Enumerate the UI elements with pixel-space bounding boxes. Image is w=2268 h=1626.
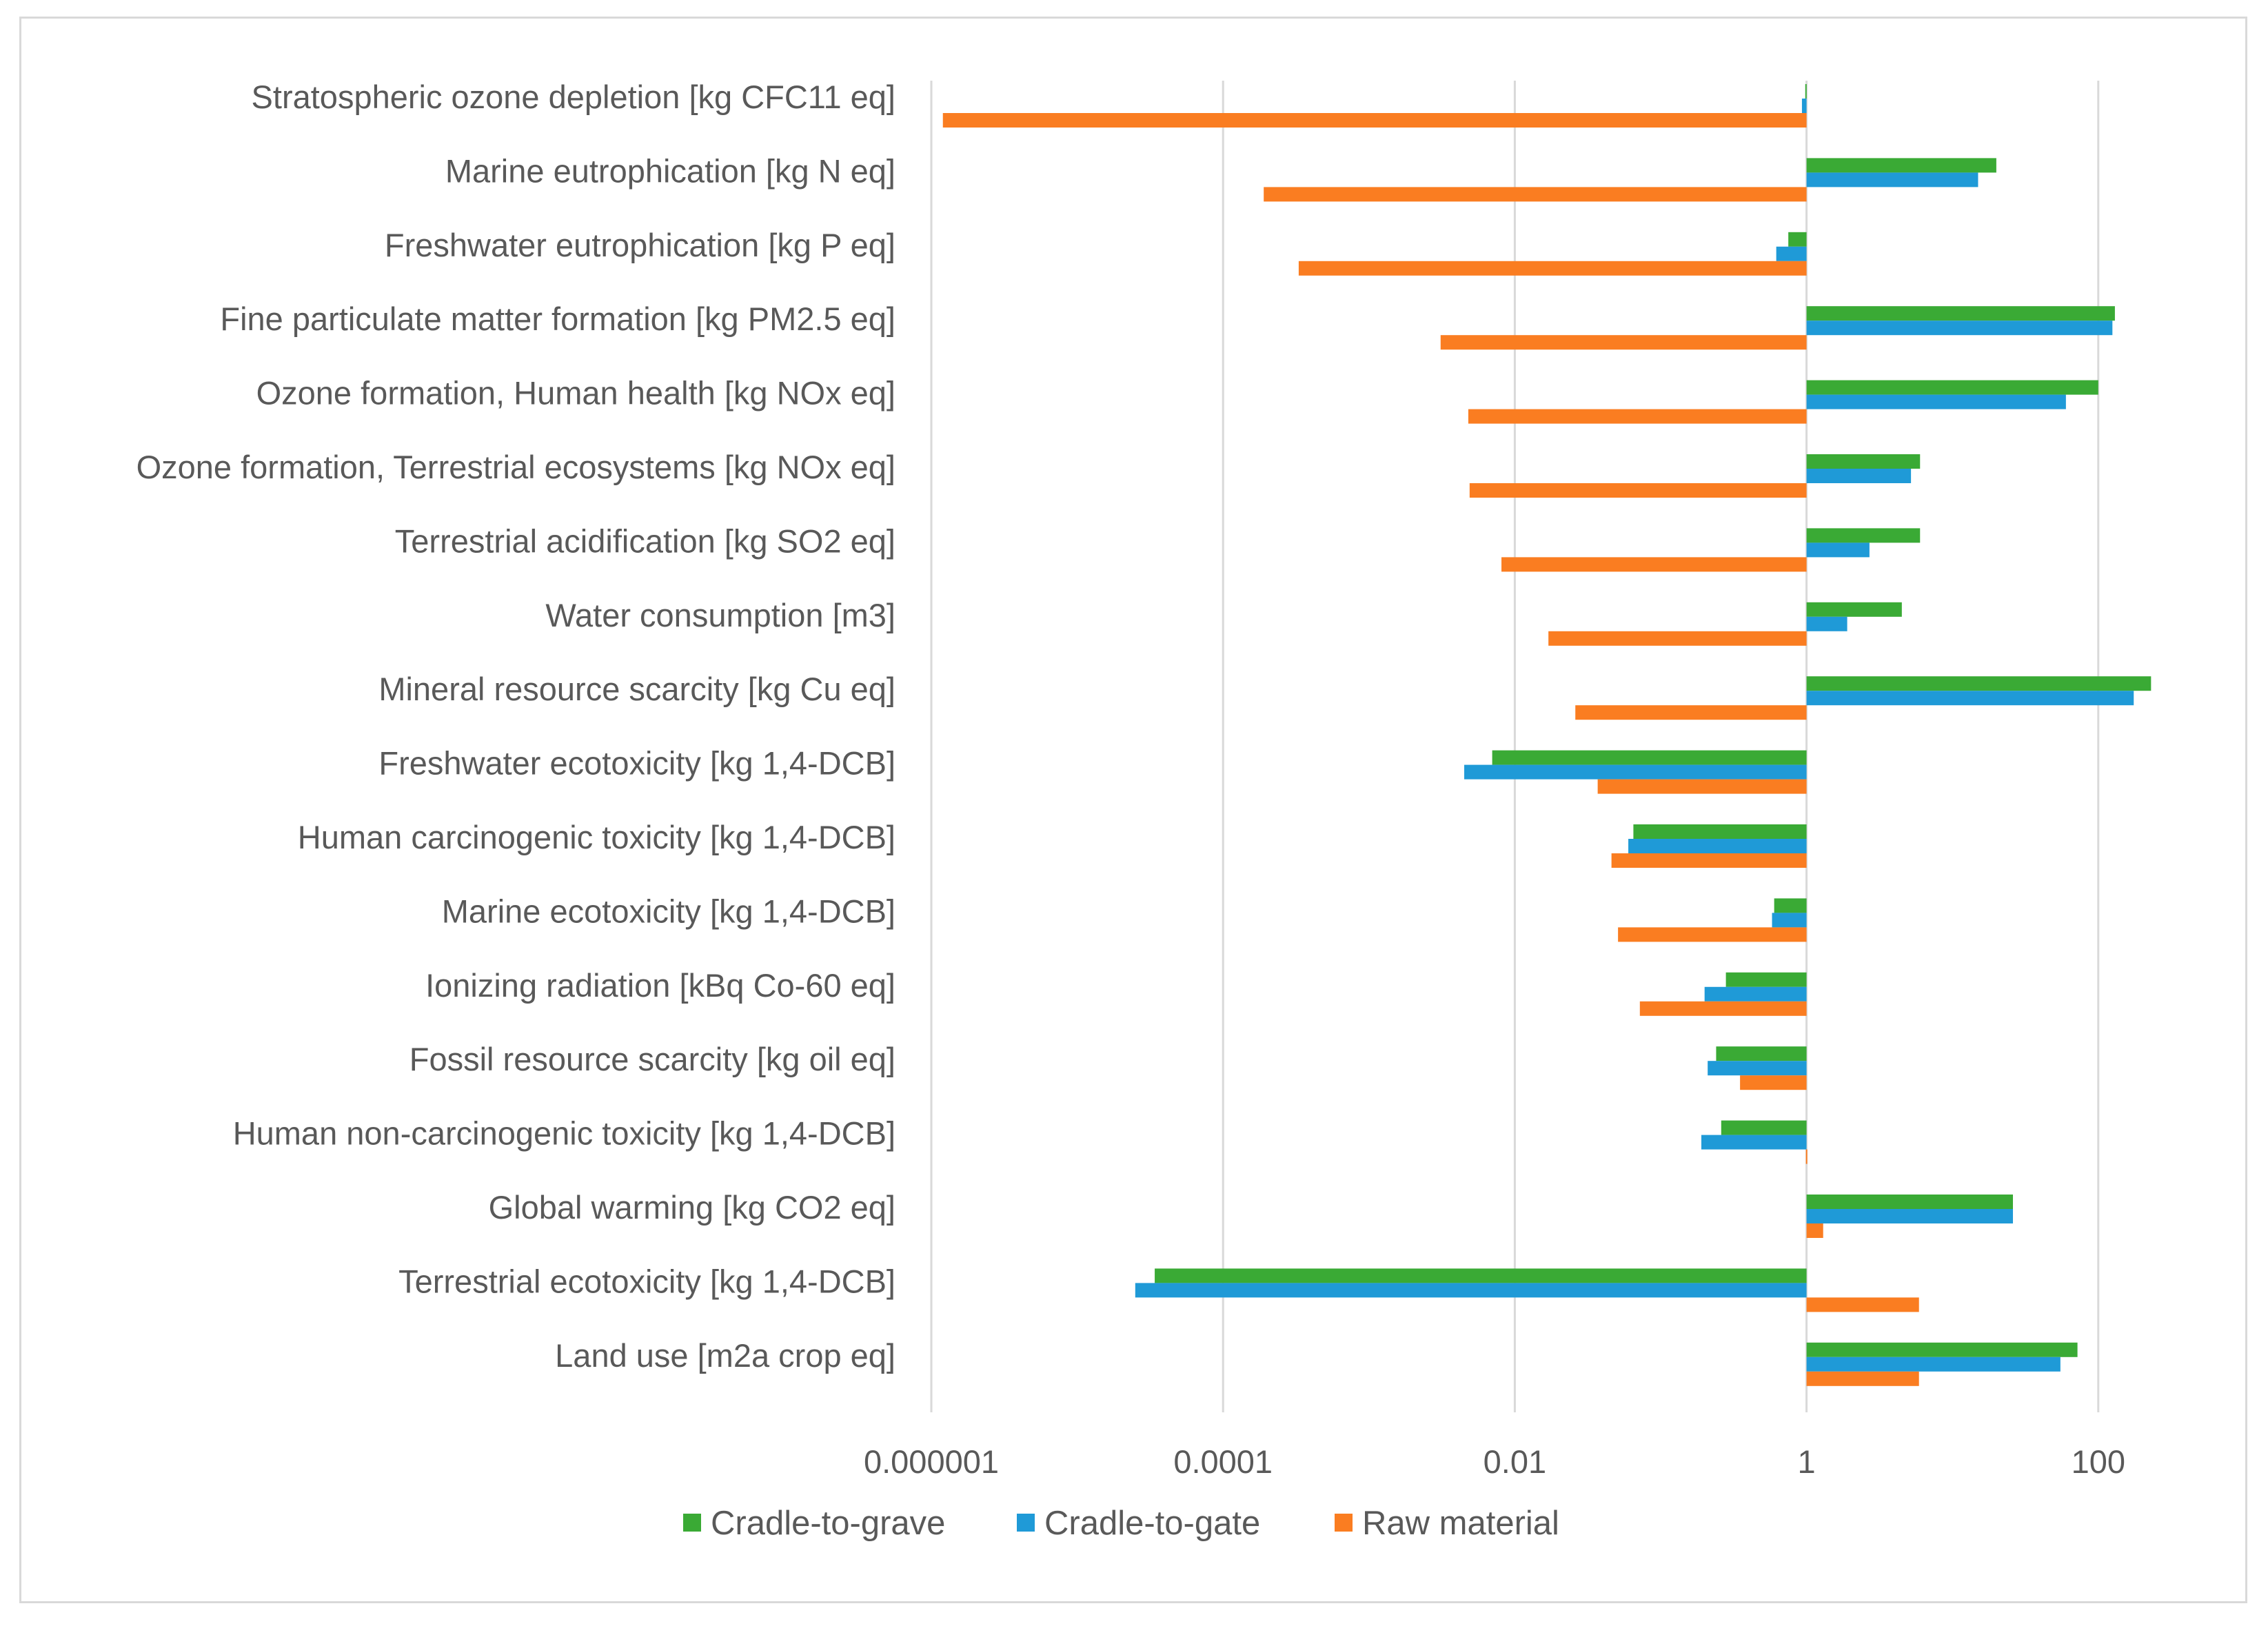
bar-cradle-to-gate bbox=[1806, 1209, 2014, 1223]
bar-cradle-to-gate bbox=[1701, 1135, 1807, 1150]
bar-cradle-to-grave bbox=[1633, 824, 1807, 839]
legend-label: Cradle-to-grave bbox=[711, 1505, 945, 1542]
category-label: Marine eutrophication [kg N eq] bbox=[445, 152, 895, 189]
legend-swatch bbox=[683, 1514, 701, 1532]
legend-swatch bbox=[1335, 1514, 1353, 1532]
bar-cradle-to-grave bbox=[1806, 454, 1921, 469]
category-label: Freshwater ecotoxicity [kg 1,4-DCB] bbox=[378, 745, 895, 782]
bar-raw-material bbox=[1611, 853, 1807, 868]
bar-raw-material bbox=[1575, 705, 1807, 720]
bar-cradle-to-gate bbox=[1806, 1356, 2061, 1372]
category-label: Terrestrial acidification [kg SO2 eq] bbox=[395, 522, 895, 559]
bar-cradle-to-grave bbox=[1716, 1046, 1807, 1061]
bar-raw-material bbox=[1618, 927, 1807, 942]
bar-cradle-to-grave bbox=[1806, 602, 1902, 617]
bar-cradle-to-grave bbox=[1806, 1195, 2014, 1209]
bar-raw-material bbox=[942, 113, 1807, 128]
legend-label: Raw material bbox=[1362, 1505, 1559, 1542]
x-axis-tick-labels: 0.000001 0.0001 0.01 1 100 bbox=[864, 1443, 2125, 1480]
bar-cradle-to-gate bbox=[1806, 542, 1870, 558]
bar-raw-material bbox=[1806, 1223, 1823, 1238]
bar-cradle-to-grave bbox=[1806, 676, 2151, 691]
bar-cradle-to-gate bbox=[1772, 913, 1807, 928]
bar-raw-material bbox=[1597, 779, 1807, 794]
bar-cradle-to-gate bbox=[1806, 321, 2113, 336]
category-label: Fossil resource scarcity [kg oil eq] bbox=[409, 1041, 895, 1077]
x-tick-label: 0.01 bbox=[1484, 1443, 1546, 1480]
category-label: Stratospheric ozone depletion [kg CFC11 … bbox=[252, 79, 895, 115]
category-label: Global warming [kg CO2 eq] bbox=[489, 1189, 895, 1226]
legend-label: Cradle-to-gate bbox=[1044, 1505, 1260, 1542]
category-label: Water consumption [m3] bbox=[545, 597, 895, 633]
category-label: Ozone formation, Human health [kg NOx eq… bbox=[256, 375, 895, 411]
bar-cradle-to-grave bbox=[1155, 1268, 1807, 1283]
bars bbox=[942, 84, 2151, 1386]
legend: Cradle-to-grave Cradle-to-gate Raw materia… bbox=[683, 1505, 1559, 1542]
legend-swatch bbox=[1017, 1514, 1035, 1532]
bar-raw-material bbox=[1468, 409, 1807, 424]
grid-lines bbox=[930, 81, 2100, 1412]
bar-raw-material bbox=[1639, 1001, 1807, 1016]
bar-cradle-to-grave bbox=[1725, 972, 1807, 987]
category-label: Human carcinogenic toxicity [kg 1,4-DCB] bbox=[298, 819, 895, 855]
category-label: Land use [m2a crop eq] bbox=[555, 1337, 895, 1374]
bar-raw-material bbox=[1264, 187, 1807, 202]
chart-frame: Stratospheric ozone depletion [kg CFC11 … bbox=[19, 17, 2247, 1603]
category-labels: Stratospheric ozone depletion [kg CFC11 … bbox=[136, 79, 895, 1374]
category-label: Freshwater eutrophication [kg P eq] bbox=[385, 227, 895, 263]
bar-cradle-to-gate bbox=[1704, 986, 1807, 1002]
bar-cradle-to-grave bbox=[1806, 380, 2098, 395]
bar-cradle-to-grave bbox=[1721, 1120, 1807, 1135]
category-label: Marine ecotoxicity [kg 1,4-DCB] bbox=[442, 893, 895, 929]
bar-raw-material bbox=[1806, 1297, 1919, 1312]
bar-raw-material bbox=[1469, 483, 1807, 498]
category-label: Fine particulate matter formation [kg PM… bbox=[220, 301, 895, 337]
x-tick-label: 0.000001 bbox=[864, 1443, 999, 1480]
bar-cradle-to-grave bbox=[1788, 232, 1807, 247]
bar-raw-material bbox=[1501, 557, 1807, 572]
bar-cradle-to-grave bbox=[1774, 898, 1807, 913]
bar-raw-material bbox=[1440, 335, 1807, 350]
x-tick-label: 100 bbox=[2072, 1443, 2125, 1480]
bar-cradle-to-gate bbox=[1628, 839, 1807, 853]
category-label: Ozone formation, Terrestrial ecosystems … bbox=[136, 449, 895, 485]
category-label: Terrestrial ecotoxicity [kg 1,4-DCB] bbox=[398, 1263, 895, 1299]
bar-cradle-to-grave bbox=[1806, 528, 1921, 543]
bar-raw-material bbox=[1298, 261, 1807, 276]
x-tick-label: 0.0001 bbox=[1173, 1443, 1273, 1480]
bar-cradle-to-gate bbox=[1135, 1283, 1807, 1298]
bar-cradle-to-gate bbox=[1806, 394, 2066, 409]
bar-raw-material bbox=[1548, 631, 1807, 646]
bar-raw-material bbox=[1806, 1371, 1919, 1386]
category-label: Ionizing radiation [kBq Co-60 eq] bbox=[425, 967, 895, 1004]
bar-cradle-to-gate bbox=[1806, 616, 1847, 631]
bar-raw-material bbox=[1805, 1149, 1808, 1164]
bar-raw-material bbox=[1740, 1075, 1807, 1090]
category-label: Human non-carcinogenic toxicity [kg 1,4-… bbox=[233, 1115, 895, 1152]
bar-cradle-to-grave bbox=[1806, 158, 1996, 173]
bar-cradle-to-gate bbox=[1776, 246, 1807, 261]
category-label: Mineral resource scarcity [kg Cu eq] bbox=[378, 671, 895, 707]
bar-cradle-to-gate bbox=[1464, 764, 1807, 780]
bar-cradle-to-grave bbox=[1805, 84, 1807, 99]
bar-cradle-to-grave bbox=[1806, 1342, 2078, 1357]
bar-cradle-to-grave bbox=[1492, 750, 1807, 765]
bar-cradle-to-gate bbox=[1806, 469, 1912, 483]
bar-cradle-to-gate bbox=[1806, 172, 1978, 187]
bar-cradle-to-gate bbox=[1806, 691, 2134, 706]
bar-cradle-to-grave bbox=[1806, 306, 2115, 321]
bar-cradle-to-gate bbox=[1801, 99, 1807, 113]
bar-cradle-to-gate bbox=[1708, 1061, 1807, 1076]
x-tick-label: 1 bbox=[1798, 1443, 1816, 1480]
chart-svg: Stratospheric ozone depletion [kg CFC11 … bbox=[136, 79, 2151, 1542]
